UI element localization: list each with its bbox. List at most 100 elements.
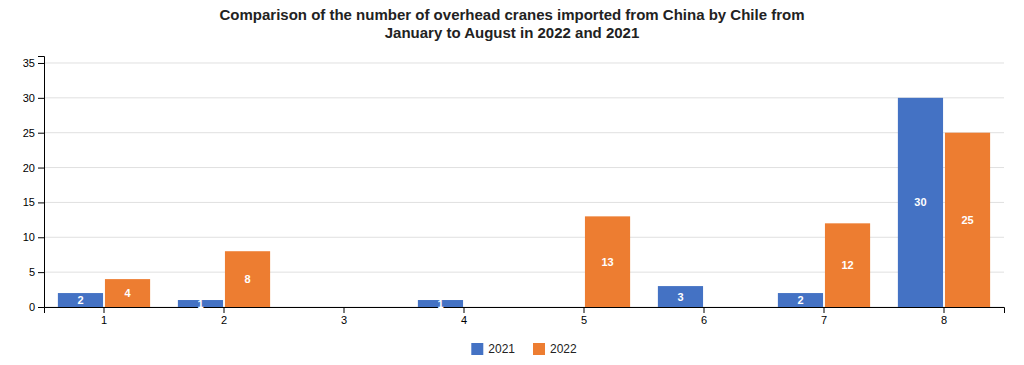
- x-tick: 7: [821, 307, 827, 326]
- y-tick: 30: [23, 92, 44, 104]
- x-tick-mark: [824, 307, 825, 313]
- x-tick-label: 7: [821, 314, 827, 326]
- data-label: 12: [841, 259, 853, 271]
- data-label: 4: [124, 287, 131, 299]
- y-tick-mark: [38, 307, 44, 308]
- title-line: Comparison of the number of overhead cra…: [219, 6, 804, 23]
- legend-item: 2021: [471, 342, 515, 356]
- y-tick-label: 5: [29, 266, 35, 278]
- x-tick-label: 2: [221, 314, 227, 326]
- y-tick-mark: [38, 202, 44, 203]
- data-label: 8: [244, 273, 250, 285]
- y-tick: 0: [29, 301, 44, 313]
- data-label: 30: [914, 196, 926, 208]
- y-tick: 35: [23, 57, 44, 69]
- y-tick-label: 30: [23, 92, 35, 104]
- x-tick-mark: [104, 307, 105, 313]
- data-labels: 211323048131225: [77, 196, 973, 309]
- bars: [58, 98, 990, 307]
- data-label: 2: [77, 294, 83, 306]
- title-line: January to August in 2022 and 2021: [385, 24, 640, 41]
- x-tick-mark: [704, 307, 705, 313]
- x-tick-label: 8: [941, 314, 947, 326]
- bar: [585, 216, 630, 307]
- chart-svg: Comparison of the number of overhead cra…: [0, 0, 1024, 365]
- y-tick-mark: [38, 133, 44, 134]
- x-tick: 3: [341, 307, 347, 326]
- legend: 2021 2022: [471, 342, 577, 356]
- y-tick-mark: [38, 237, 44, 238]
- y-axis: 0 5 10 15 20 25 30 35: [23, 57, 45, 314]
- legend-label: 2022: [550, 342, 577, 356]
- x-tick: 4: [461, 307, 467, 326]
- bar: [465, 307, 510, 308]
- grid-line: [44, 97, 1004, 98]
- bar: [105, 279, 150, 307]
- grid-line: [44, 167, 1004, 168]
- x-tick: 2: [221, 307, 227, 326]
- x-tick-label: 3: [341, 314, 347, 326]
- y-tick-mark: [38, 168, 44, 169]
- grid: [44, 63, 1004, 307]
- data-label: 13: [601, 256, 613, 268]
- bar: [658, 286, 703, 307]
- y-tick-label: 20: [23, 162, 35, 174]
- y-tick-mark: [38, 98, 44, 99]
- bar: [225, 251, 270, 307]
- y-tick: 20: [23, 162, 44, 174]
- x-tick-mark: [944, 307, 945, 313]
- legend-swatch: [471, 343, 483, 355]
- y-axis-line: [38, 57, 45, 308]
- chart-container: Comparison of the number of overhead cra…: [0, 0, 1024, 365]
- plot: 0510152025303512345678211323048131225: [23, 57, 1005, 326]
- x-tick: 8: [941, 307, 947, 326]
- data-label: 1: [197, 298, 203, 310]
- x-tick: 6: [701, 307, 707, 326]
- grid-line: [44, 132, 1004, 133]
- x-axis: 1 2 3 4 5 6 7 8: [45, 307, 1005, 326]
- x-tick-mark: [464, 307, 465, 313]
- bar: [778, 293, 823, 307]
- x-tick-label: 1: [101, 314, 107, 326]
- bar-series: [105, 133, 990, 307]
- grid-line: [44, 62, 1004, 63]
- y-tick-label: 0: [29, 301, 35, 313]
- x-axis-line: [45, 308, 1005, 314]
- y-tick-label: 25: [23, 127, 35, 139]
- y-tick-label: 35: [23, 57, 35, 69]
- data-label: 25: [961, 214, 973, 226]
- x-tick-label: 6: [701, 314, 707, 326]
- title: Comparison of the number of overhead cra…: [219, 6, 804, 41]
- legend-item: 2022: [533, 342, 577, 356]
- bar-series: [58, 98, 943, 307]
- x-tick-mark: [224, 307, 225, 313]
- data-label: 1: [437, 298, 443, 310]
- y-tick-label: 15: [23, 196, 35, 208]
- data-label: 2: [797, 294, 803, 306]
- y-tick-mark: [38, 63, 44, 64]
- x-tick-label: 4: [461, 314, 467, 326]
- bar: [945, 133, 990, 307]
- legend-swatch: [533, 343, 545, 355]
- x-tick-mark: [344, 307, 345, 313]
- y-tick: 25: [23, 127, 44, 139]
- y-tick: 5: [29, 266, 44, 278]
- x-tick: 1: [101, 307, 107, 326]
- bar: [825, 223, 870, 307]
- x-tick: 5: [581, 307, 587, 326]
- x-tick-mark: [584, 307, 585, 313]
- data-label: 3: [677, 291, 683, 303]
- y-tick-label: 10: [23, 231, 35, 243]
- y-tick: 10: [23, 231, 44, 243]
- bar: [345, 307, 390, 308]
- legend-label: 2021: [488, 342, 515, 356]
- grid-line: [44, 202, 1004, 203]
- x-tick-label: 5: [581, 314, 587, 326]
- y-tick-mark: [38, 272, 44, 273]
- bar: [898, 98, 943, 307]
- bar: [538, 307, 583, 308]
- y-tick: 15: [23, 196, 44, 208]
- bar: [705, 307, 750, 308]
- bar: [298, 307, 343, 308]
- bar: [58, 293, 103, 307]
